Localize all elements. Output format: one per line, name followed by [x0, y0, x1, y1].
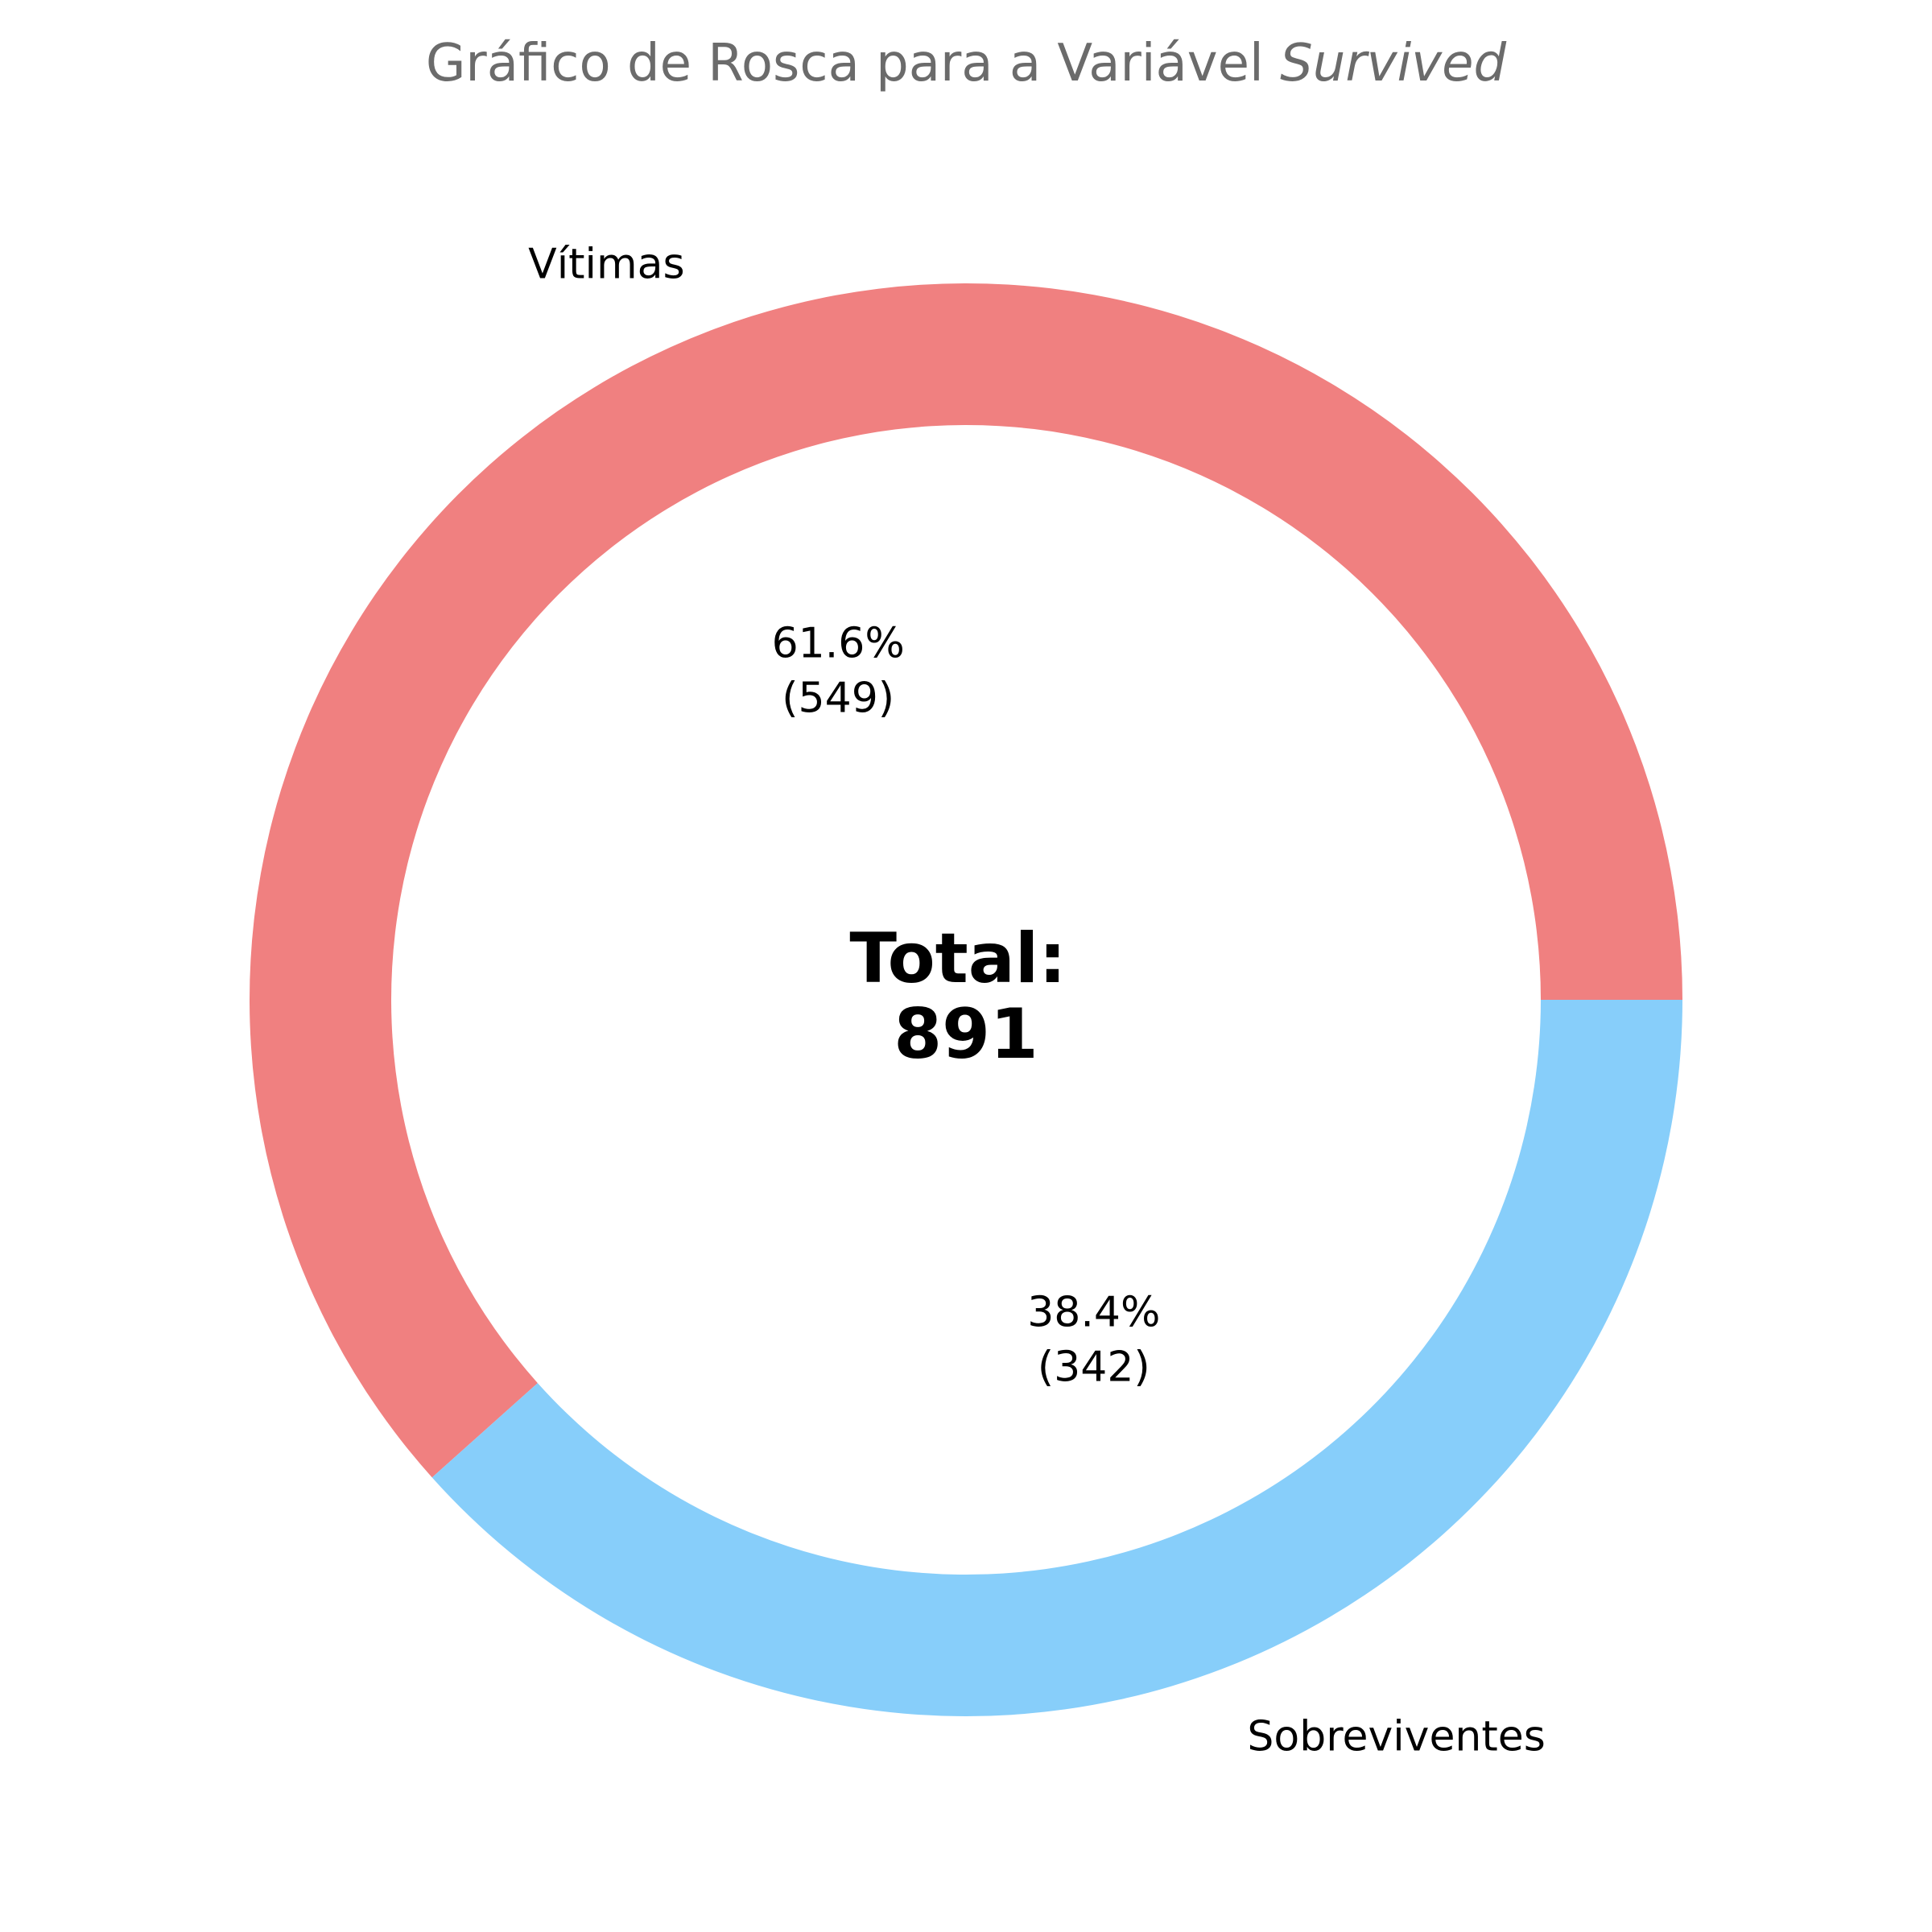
count-label-1: (342) — [1038, 1344, 1150, 1392]
donut-slices — [249, 283, 1683, 1716]
chart-title: Gráfico de Rosca para a Variável Survive… — [426, 34, 1507, 93]
category-label-1: Sobreviventes — [1247, 1713, 1545, 1761]
percent-label-0: 61.6% — [772, 619, 905, 667]
count-label-0: (549) — [782, 674, 894, 722]
donut-slice-1 — [431, 1000, 1683, 1716]
percent-label-1: 38.4% — [1027, 1289, 1160, 1337]
chart-title-emphasis: Survived — [1280, 34, 1506, 93]
donut-slice-0 — [249, 283, 1682, 1478]
chart-title-prefix: Gráfico de Rosca para a Variável — [426, 34, 1280, 93]
category-label-0: Vítimas — [528, 240, 684, 288]
donut-labels: Vítimas 61.6% (549) Sobreviventes 38.4% (342) — [528, 240, 1546, 1761]
center-total-value: 891 — [894, 994, 1038, 1075]
center-total-label: Total: — [849, 919, 1066, 999]
